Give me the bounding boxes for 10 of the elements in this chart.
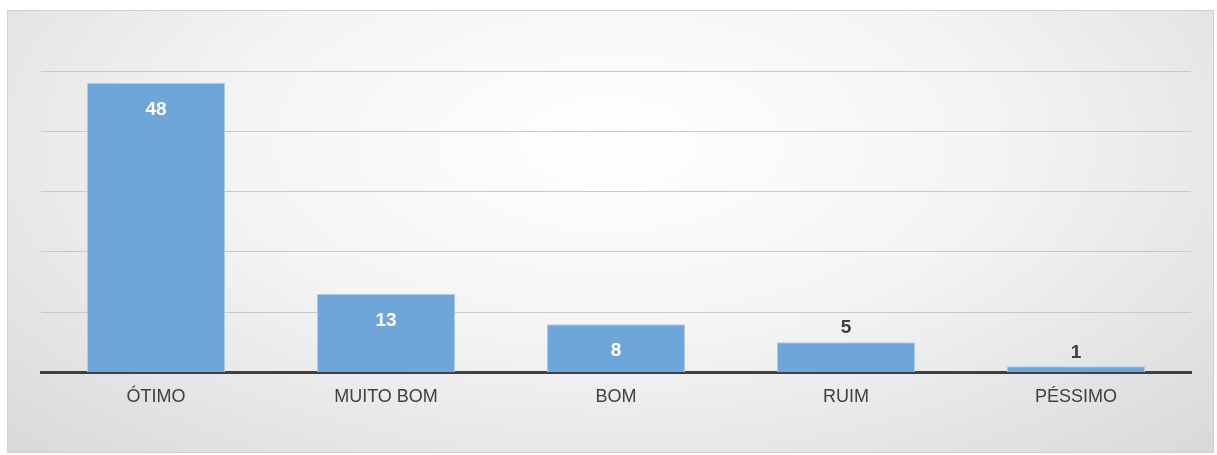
x-tick-label: BOM <box>595 386 637 407</box>
data-label: 48 <box>145 98 167 120</box>
data-label: 1 <box>1070 340 1082 362</box>
x-tick-label: RUIM <box>823 386 869 407</box>
x-tick-label: PÉSSIMO <box>1034 386 1118 407</box>
data-label: 8 <box>610 339 622 361</box>
data-label: 5 <box>840 316 852 338</box>
data-label: 13 <box>375 309 397 331</box>
x-tick-label: MUITO BOM <box>334 386 438 407</box>
x-tick-label: ÓTIMO <box>126 385 186 407</box>
